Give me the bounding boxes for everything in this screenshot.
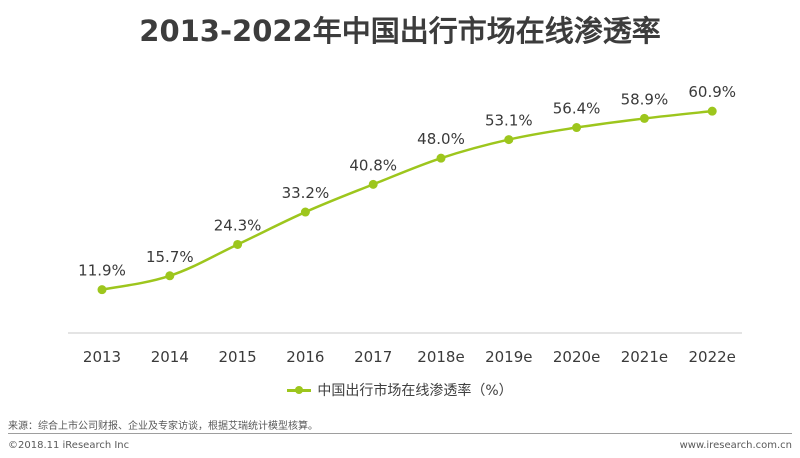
legend: 中国出行市场在线渗透率（%） <box>0 380 800 400</box>
x-tick-label-2022e: 2022e <box>688 348 735 366</box>
data-label-2014: 15.7% <box>146 248 194 266</box>
data-point-2021e <box>639 113 649 123</box>
data-label-2016: 33.2% <box>282 184 330 202</box>
data-label-2018e: 48.0% <box>417 130 465 148</box>
data-label-2019e: 53.1% <box>485 112 533 130</box>
data-label-2020e: 56.4% <box>553 100 601 118</box>
data-point-2017 <box>368 179 378 189</box>
x-tick-label-2015: 2015 <box>219 348 257 366</box>
x-tick-label-2018e: 2018e <box>417 348 464 366</box>
x-tick-label-2013: 2013 <box>83 348 121 366</box>
legend-label: 中国出行市场在线渗透率（%） <box>317 383 513 399</box>
legend-swatch <box>287 384 312 396</box>
data-label-2021e: 58.9% <box>621 90 669 108</box>
data-label-2017: 40.8% <box>349 156 397 174</box>
data-point-2018e <box>436 153 446 163</box>
footer-divider <box>8 433 792 434</box>
data-point-2022e <box>707 106 717 116</box>
x-tick-label-2017: 2017 <box>354 348 392 366</box>
data-point-2016 <box>300 207 310 217</box>
website-link[interactable]: www.iresearch.com.cn <box>679 440 792 451</box>
source-note: 来源：综合上市公司财报、企业及专家访谈，根据艾瑞统计模型核算。 <box>8 421 318 432</box>
x-tick-label-2014: 2014 <box>151 348 189 366</box>
copyright-text: ©2018.11 iResearch Inc <box>8 440 130 451</box>
chart-title: 2013-2022年中国出行市场在线渗透率 <box>139 14 661 48</box>
data-label-2022e: 60.9% <box>688 83 736 101</box>
series-line <box>101 109 713 291</box>
x-tick-label-2019e: 2019e <box>485 348 532 366</box>
x-tick-label-2016: 2016 <box>286 348 324 366</box>
data-label-2013: 11.9% <box>78 262 126 280</box>
data-point-2020e <box>572 123 582 133</box>
data-label-2015: 24.3% <box>214 216 262 234</box>
data-point-2019e <box>504 135 514 145</box>
data-point-2015 <box>233 239 243 249</box>
legend-dot <box>295 386 304 394</box>
x-tick-label-2020e: 2020e <box>553 348 600 366</box>
data-point-2014 <box>165 271 175 281</box>
data-point-2013 <box>97 285 107 295</box>
x-tick-label-2021e: 2021e <box>621 348 668 366</box>
